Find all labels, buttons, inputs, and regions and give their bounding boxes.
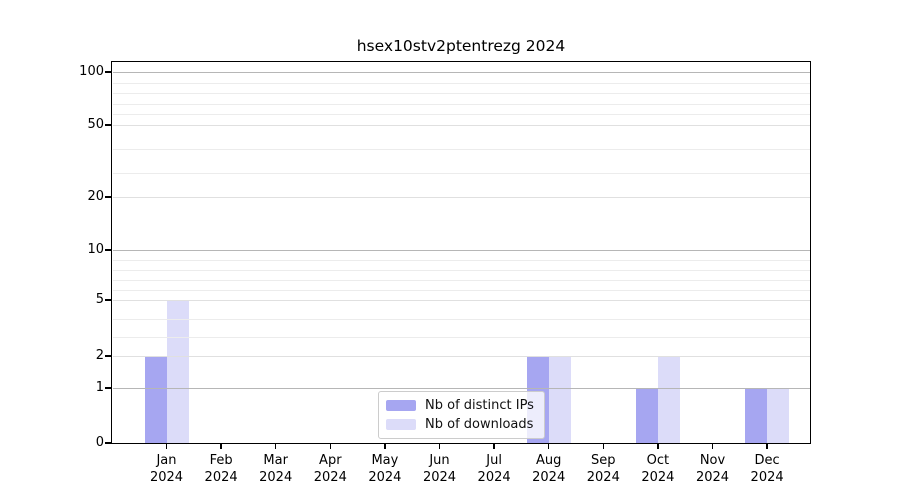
y-tick-label-20: 20 <box>87 189 104 204</box>
y-tick-5 <box>105 299 111 301</box>
gridline-y-5 <box>112 300 810 301</box>
gridline-y-100 <box>112 72 810 73</box>
y-tick-label-0: 0 <box>95 435 104 450</box>
y-tick-label-2: 2 <box>95 348 104 363</box>
gridline-y-50 <box>112 125 810 126</box>
gridline-y-60 <box>112 114 810 116</box>
x-tick-label-apr: Apr 2024 <box>313 453 347 485</box>
gridline-y-7 <box>112 280 810 281</box>
gridline-y-1 <box>112 388 810 389</box>
bar-distinct-ips-oct <box>635 388 658 443</box>
x-tick-oct <box>657 443 659 449</box>
y-tick-50 <box>105 124 111 126</box>
bar-downloads-aug <box>548 356 571 443</box>
x-tick-label-aug: Aug 2024 <box>532 453 566 485</box>
y-tick-label-50: 50 <box>87 117 104 132</box>
y-tick-label-100: 100 <box>79 64 104 79</box>
y-tick-label-10: 10 <box>87 242 104 257</box>
gridline-y-8 <box>112 270 810 271</box>
x-tick-label-feb: Feb 2024 <box>204 453 238 485</box>
bar-distinct-ips-jan <box>144 356 167 443</box>
x-tick-feb <box>220 443 222 449</box>
x-tick-label-mar: Mar 2024 <box>259 453 293 485</box>
bar-distinct-ips-dec <box>745 388 768 443</box>
y-tick-2 <box>105 355 111 357</box>
gridline-y-70 <box>112 103 810 105</box>
gridline-y-10 <box>112 250 810 251</box>
x-tick-dec <box>766 443 768 449</box>
y-tick-label-5: 5 <box>95 292 104 307</box>
x-tick-apr <box>329 443 332 449</box>
legend-swatch-distinct-ips <box>386 400 416 411</box>
gridline-y-6 <box>112 290 810 291</box>
x-tick-sep <box>602 443 605 449</box>
x-tick-label-sep: Sep 2024 <box>586 453 620 485</box>
gridline-y-9 <box>112 260 810 261</box>
y-tick-1 <box>105 387 111 389</box>
gridline-y-20 <box>112 197 810 198</box>
x-tick-label-nov: Nov 2024 <box>695 453 730 485</box>
x-tick-label-jul: Jul 2024 <box>477 453 511 485</box>
x-tick-may <box>384 443 386 449</box>
gridline-y-4 <box>112 318 810 320</box>
x-tick-label-jan: Jan 2024 <box>149 453 184 485</box>
y-tick-10 <box>105 249 111 251</box>
chart-title: hsex10stv2ptentrezg 2024 <box>356 37 566 55</box>
x-tick-jul <box>493 443 495 449</box>
legend: Nb of distinct IPs Nb of downloads <box>378 391 545 439</box>
x-tick-mar <box>274 443 277 449</box>
x-tick-label-oct: Oct 2024 <box>641 453 675 485</box>
gridline-y-80 <box>112 93 810 95</box>
gridline-y-90 <box>112 82 810 84</box>
y-tick-100 <box>105 71 111 73</box>
legend-item: Nb of downloads <box>386 417 534 432</box>
plot-frame <box>111 60 811 444</box>
gridline-y-3 <box>112 337 810 339</box>
x-tick-label-jun: Jun 2024 <box>422 453 457 485</box>
y-tick-0 <box>105 442 111 444</box>
bar-downloads-oct <box>657 356 680 443</box>
x-tick-label-dec: Dec 2024 <box>750 453 784 485</box>
gridline-y-30 <box>112 173 810 174</box>
legend-swatch-downloads <box>386 419 416 430</box>
legend-label: Nb of distinct IPs <box>425 398 534 413</box>
gridline-y-40 <box>112 149 810 150</box>
gridline-y-2 <box>112 356 810 357</box>
bar-downloads-dec <box>767 388 790 443</box>
x-tick-aug <box>547 443 550 449</box>
legend-item: Nb of distinct IPs <box>386 398 534 413</box>
x-tick-label-may: May 2024 <box>368 453 402 485</box>
y-tick-20 <box>105 196 111 198</box>
bar-downloads-jan <box>166 300 189 443</box>
x-tick-jun <box>438 443 441 449</box>
y-tick-label-1: 1 <box>95 380 104 395</box>
legend-label: Nb of downloads <box>425 417 534 432</box>
x-tick-jan <box>165 443 168 449</box>
x-tick-nov <box>711 443 714 449</box>
